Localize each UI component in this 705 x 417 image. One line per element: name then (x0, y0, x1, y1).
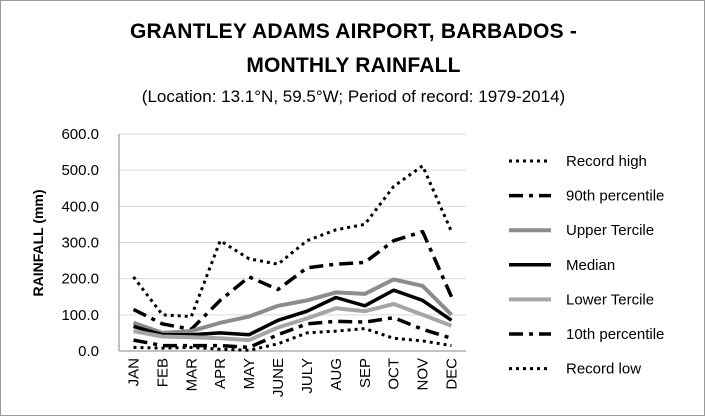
x-tick-label: JULY (299, 358, 316, 394)
legend-label: Upper Tercile (566, 222, 654, 239)
legend-label: 90th percentile (566, 188, 664, 205)
x-tick-label: MAY (241, 358, 258, 389)
legend-label: Median (566, 257, 615, 274)
series-line (133, 315, 453, 350)
x-tick-label: APR (212, 358, 229, 389)
x-tick-label: NOV (415, 358, 432, 391)
x-tick-label: FEB (154, 358, 171, 387)
y-tick-label: 200.0 (61, 271, 99, 288)
x-tick-label: OCT (386, 358, 403, 390)
series-line (133, 288, 453, 337)
y-tick-label: 400.0 (61, 198, 99, 215)
x-tick-label: DEC (444, 358, 461, 390)
y-tick-label: 500.0 (61, 162, 99, 179)
legend-label: Record high (566, 153, 647, 170)
y-tick-label: 100.0 (61, 307, 99, 324)
x-tick-label: AUG (328, 358, 345, 391)
y-tick-label: 600.0 (61, 126, 99, 143)
series-line (132, 164, 453, 319)
x-tick-label: JAN (125, 358, 142, 386)
chart-title-line1: GRANTLEY ADAMS AIRPORT, BARBADOS - (129, 20, 578, 43)
legend-label: Record low (566, 361, 641, 378)
y-tick-label: 0.0 (78, 343, 99, 360)
x-tick-label: JUNE (270, 358, 287, 397)
x-tick-label: MAR (183, 358, 200, 392)
series-line (133, 302, 453, 343)
series-line (132, 277, 453, 335)
chart-title-line2: MONTHLY RAINFALL (246, 54, 461, 77)
x-tick-label: SEP (357, 358, 374, 388)
legend-label: 10th percentile (566, 326, 664, 343)
y-axis-title: RAINFALL (mm) (30, 189, 46, 296)
chart-subtitle: (Location: 13.1°N, 59.5°W; Period of rec… (141, 87, 566, 106)
series-line (132, 229, 454, 332)
y-tick-label: 300.0 (61, 235, 99, 252)
legend-label: Lower Tercile (566, 291, 654, 308)
